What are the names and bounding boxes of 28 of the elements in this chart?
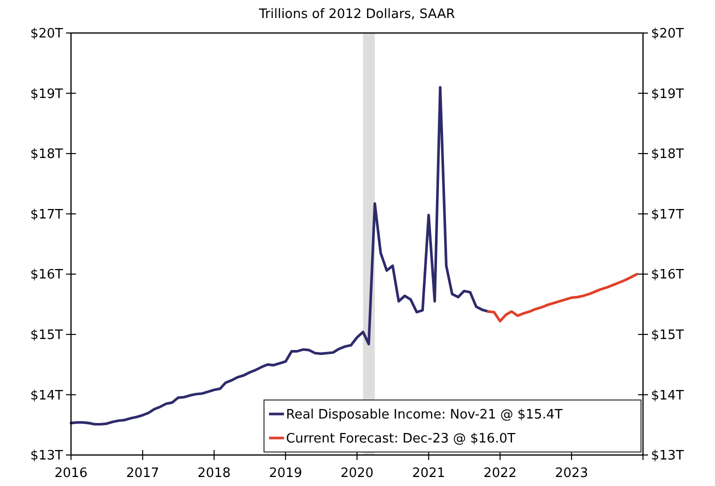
y2-tick-label: $13T [651,448,684,464]
x-tick-label: 2021 [412,466,446,481]
y-tick-label: $13T [30,448,64,464]
y-tick-label: $20T [30,26,64,42]
y2-tick-label: $19T [651,86,684,102]
x-tick-label: 2020 [340,466,374,481]
y-tick-label: $14T [30,388,64,404]
x-tick-label: 2023 [555,466,588,481]
x-tick-label: 2017 [126,466,160,481]
y-tick-label: $18T [30,147,64,162]
y2-tick-label: $17T [651,207,684,222]
y-tick-label: $16T [30,268,64,283]
y-tick-label: $17T [30,207,64,222]
y-tick-label: $19T [30,86,64,102]
line-series [486,272,638,322]
y2-tick-label: $14T [651,388,684,404]
y2-tick-label: $15T [651,328,684,343]
x-tick-label: 2016 [54,466,88,481]
x-tick-label: 2022 [484,466,517,481]
chart-subtitle: Trillions of 2012 Dollars, SAAR [258,7,456,22]
x-tick-label: 2019 [269,466,302,481]
legend-label: Current Forecast: Dec-23 @ $16.0T [286,432,516,447]
y2-tick-label: $18T [651,147,684,162]
x-tick-label: 2018 [198,466,231,481]
legend-label: Real Disposable Income: Nov-21 @ $15.4T [286,408,563,423]
y-tick-label: $15T [30,328,64,343]
y2-tick-label: $16T [651,268,684,283]
y2-tick-label: $20T [651,26,684,42]
